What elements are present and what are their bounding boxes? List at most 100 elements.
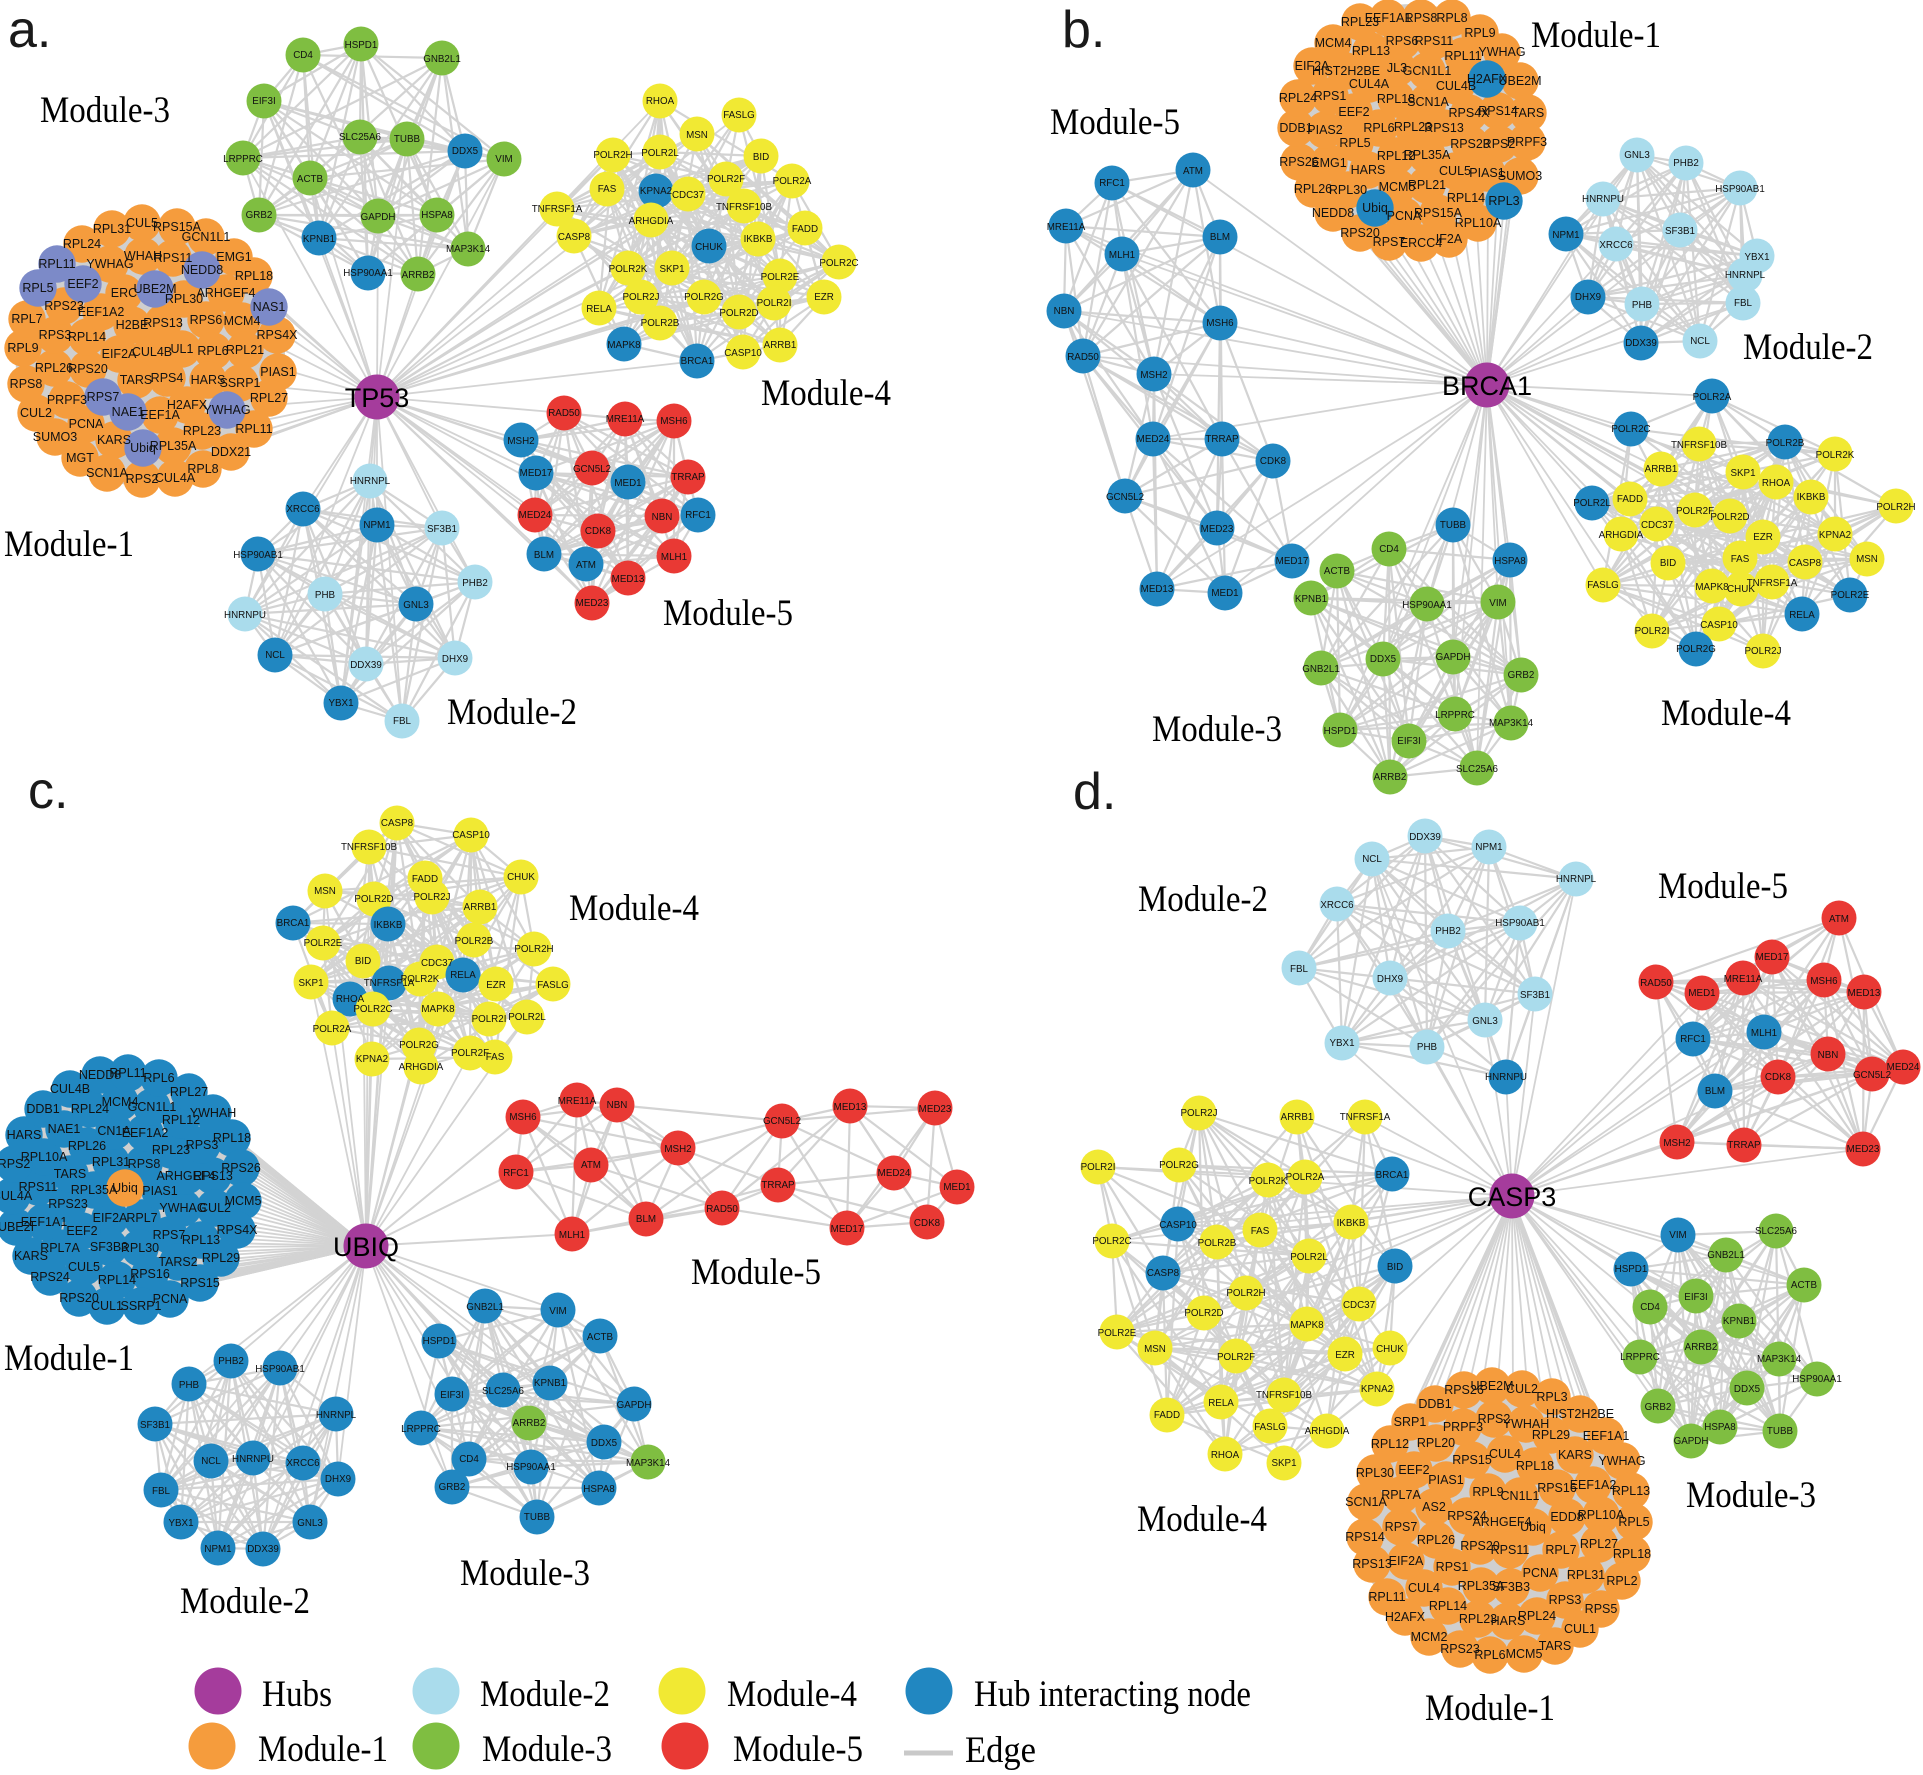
svg-text:Module-3: Module-3 <box>460 1552 590 1593</box>
svg-text:Module-1: Module-1 <box>4 523 134 564</box>
svg-text:RPL13: RPL13 <box>1612 1484 1650 1498</box>
svg-text:MSH6: MSH6 <box>1810 976 1838 987</box>
svg-text:POLR2J: POLR2J <box>622 292 659 303</box>
svg-text:GCN1L1: GCN1L1 <box>182 230 231 244</box>
svg-text:KPNB1: KPNB1 <box>1723 1316 1755 1327</box>
svg-text:RPS11: RPS11 <box>1415 34 1454 48</box>
svg-text:MSN: MSN <box>314 886 336 897</box>
svg-text:FBL: FBL <box>393 716 412 727</box>
svg-text:POLR2B: POLR2B <box>1198 1238 1237 1249</box>
svg-text:MSN: MSN <box>1144 1344 1166 1355</box>
svg-text:SSRP1: SSRP1 <box>121 1299 162 1313</box>
svg-text:TARS: TARS <box>54 1167 86 1181</box>
svg-text:RPS11: RPS11 <box>154 251 193 265</box>
svg-text:ARHGDIA: ARHGDIA <box>1305 1426 1350 1437</box>
svg-text:H2BE: H2BE <box>116 318 149 332</box>
svg-text:ARHGDIA: ARHGDIA <box>399 1062 444 1073</box>
svg-text:RPL26: RPL26 <box>35 361 73 375</box>
svg-text:MRE11A: MRE11A <box>1724 974 1763 985</box>
svg-text:ACTB: ACTB <box>587 1332 614 1343</box>
svg-text:ARRB1: ARRB1 <box>764 340 797 351</box>
svg-text:CASP8: CASP8 <box>381 818 414 829</box>
svg-text:CUL2: CUL2 <box>1506 1382 1538 1396</box>
svg-text:MSH2: MSH2 <box>664 1144 691 1155</box>
svg-text:RPS8: RPS8 <box>1405 11 1438 25</box>
svg-text:Hubs: Hubs <box>262 1673 332 1714</box>
svg-text:POLR2I: POLR2I <box>1635 626 1670 637</box>
svg-text:PHB2: PHB2 <box>1435 926 1461 937</box>
svg-text:RPL27: RPL27 <box>1580 1537 1618 1551</box>
svg-text:MAP3K14: MAP3K14 <box>626 1458 671 1469</box>
svg-text:CASP10: CASP10 <box>1159 1220 1197 1231</box>
svg-text:MGT: MGT <box>66 451 94 465</box>
svg-text:YWHAG: YWHAG <box>159 1201 206 1215</box>
svg-text:TARS: TARS <box>1512 106 1544 120</box>
svg-text:HNRNPU: HNRNPU <box>224 610 266 621</box>
svg-text:POLR2F: POLR2F <box>1217 1352 1255 1363</box>
svg-text:POLR2D: POLR2D <box>1184 1308 1223 1319</box>
svg-text:EIF3I: EIF3I <box>252 96 275 107</box>
svg-text:BRCA1: BRCA1 <box>681 356 714 367</box>
svg-text:CUL4: CUL4 <box>1489 1447 1521 1461</box>
svg-text:ARHGEF4: ARHGEF4 <box>1472 1515 1531 1529</box>
svg-text:MED24: MED24 <box>878 1168 911 1179</box>
svg-text:ARRB1: ARRB1 <box>1645 464 1678 475</box>
svg-text:POLR2D: POLR2D <box>719 308 758 319</box>
svg-text:DDX5: DDX5 <box>1370 654 1397 665</box>
svg-text:FBL: FBL <box>1290 964 1309 975</box>
svg-text:VIM: VIM <box>495 154 512 165</box>
svg-text:CN1L1: CN1L1 <box>1501 1489 1540 1503</box>
svg-text:H2AFX: H2AFX <box>1385 1610 1426 1624</box>
svg-text:MAPK8: MAPK8 <box>1695 582 1729 593</box>
svg-text:EZR: EZR <box>814 292 834 303</box>
svg-text:CUL5: CUL5 <box>68 1260 100 1274</box>
svg-text:DDX39: DDX39 <box>247 1544 279 1555</box>
svg-text:RPL24: RPL24 <box>1518 1609 1556 1623</box>
svg-text:CUL4A: CUL4A <box>155 471 196 485</box>
svg-text:RPS4X: RPS4X <box>257 328 299 342</box>
svg-text:NCL: NCL <box>1690 336 1710 347</box>
svg-text:GCN1L1: GCN1L1 <box>1403 64 1452 78</box>
svg-text:RFC1: RFC1 <box>1099 178 1125 189</box>
svg-text:FASLG: FASLG <box>723 110 755 121</box>
svg-text:WHAH: WHAH <box>124 249 162 263</box>
svg-text:MED17: MED17 <box>520 468 553 479</box>
svg-text:CUL4B: CUL4B <box>132 345 172 359</box>
svg-text:RPL5: RPL5 <box>1618 1515 1649 1529</box>
svg-text:TNFRSF1A: TNFRSF1A <box>532 204 583 215</box>
svg-text:NCL: NCL <box>1362 854 1382 865</box>
svg-text:TRRAP: TRRAP <box>761 1180 795 1191</box>
svg-text:HSPD1: HSPD1 <box>345 40 378 51</box>
svg-text:MCM2: MCM2 <box>1411 1630 1448 1644</box>
svg-text:RHOA: RHOA <box>336 994 365 1005</box>
svg-text:CASP10: CASP10 <box>452 830 490 841</box>
svg-text:NEDD8: NEDD8 <box>1312 206 1354 220</box>
svg-text:RPL11: RPL11 <box>1368 1590 1405 1604</box>
svg-text:POLR2L: POLR2L <box>641 148 679 159</box>
svg-text:EEF2: EEF2 <box>67 277 98 291</box>
svg-text:RPS23: RPS23 <box>44 299 84 313</box>
svg-text:GRB2: GRB2 <box>1508 670 1535 681</box>
svg-text:RPS26: RPS26 <box>221 1161 261 1175</box>
svg-text:CUL2: CUL2 <box>20 406 52 420</box>
svg-text:GCN5L2: GCN5L2 <box>1106 492 1144 503</box>
svg-text:RPL13: RPL13 <box>182 1233 220 1247</box>
svg-text:DHX9: DHX9 <box>1575 292 1601 303</box>
svg-text:ACTB: ACTB <box>1791 1280 1818 1291</box>
svg-text:MRE11A: MRE11A <box>1047 222 1086 233</box>
svg-text:HSPA8: HSPA8 <box>583 1484 615 1495</box>
svg-text:FAS: FAS <box>486 1052 505 1063</box>
svg-text:MED13: MED13 <box>1141 584 1174 595</box>
svg-text:ARHGDIA: ARHGDIA <box>1599 530 1644 541</box>
svg-text:CHUK: CHUK <box>507 872 535 883</box>
svg-text:CHUK: CHUK <box>1727 584 1755 595</box>
svg-text:RPL8: RPL8 <box>1436 11 1467 25</box>
svg-text:Module-5: Module-5 <box>663 592 793 633</box>
svg-text:VIM: VIM <box>1669 1230 1686 1241</box>
svg-text:a.: a. <box>8 1 51 59</box>
svg-text:RPS7: RPS7 <box>1385 1520 1418 1534</box>
svg-text:RPL35A: RPL35A <box>1404 148 1451 162</box>
svg-text:RPS13: RPS13 <box>1424 121 1464 135</box>
svg-text:FADD: FADD <box>1617 494 1643 505</box>
svg-text:RPS4X: RPS4X <box>1449 106 1491 120</box>
